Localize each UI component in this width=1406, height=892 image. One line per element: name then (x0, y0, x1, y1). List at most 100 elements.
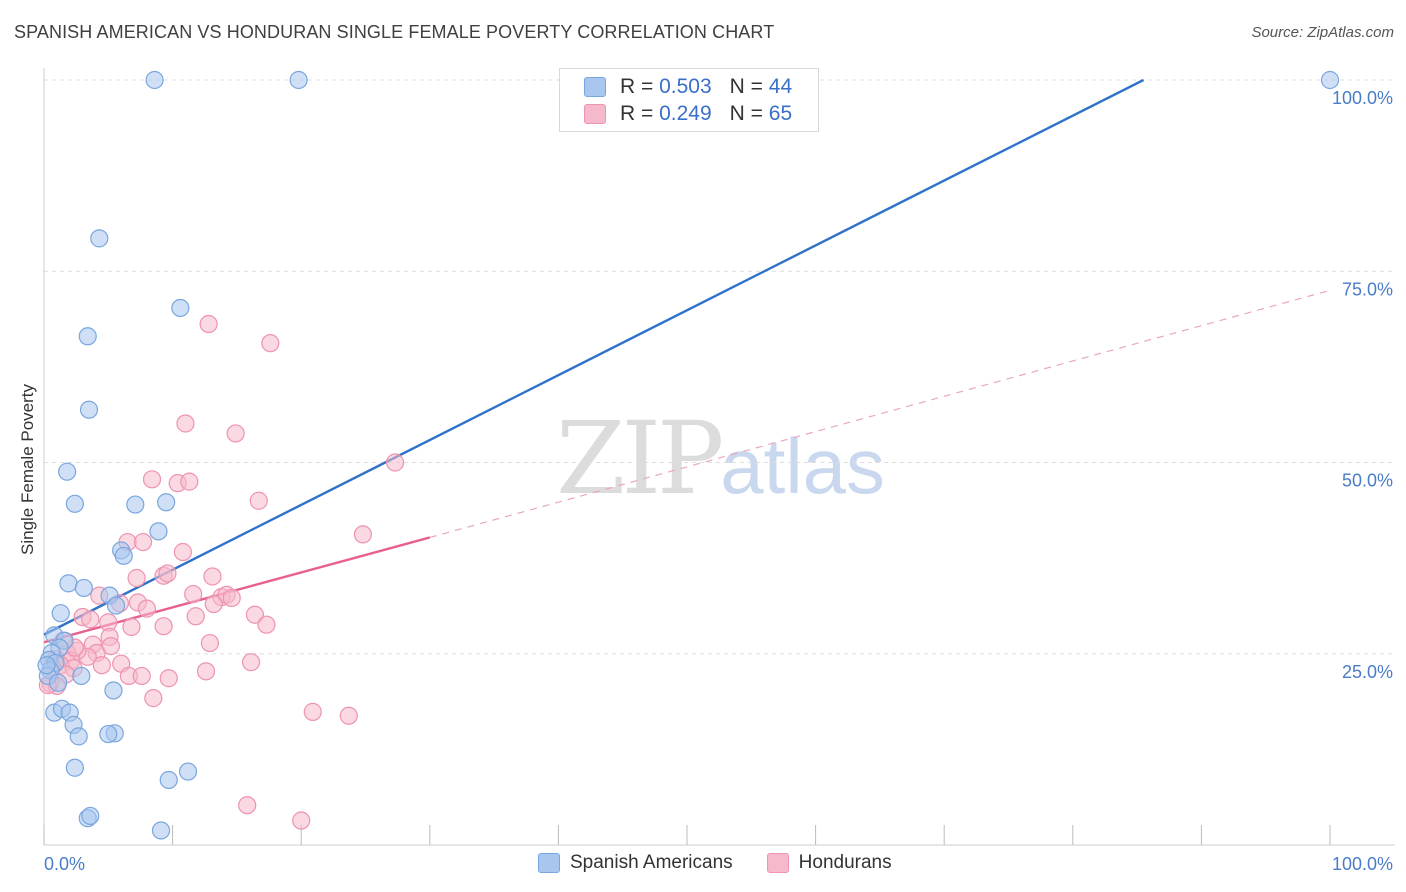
data-point-spanish-americans (65, 758, 84, 777)
legend-item-spanish-americans[interactable]: Spanish Americans (538, 852, 733, 874)
data-point-spanish-americans (58, 462, 77, 481)
data-point-hondurans (81, 610, 100, 629)
data-point-spanish-americans (51, 604, 70, 623)
data-point-hondurans (261, 334, 280, 353)
data-point-hondurans (303, 702, 322, 721)
r-value: 0.249 (659, 102, 712, 125)
legend-label: Hondurans (798, 852, 892, 873)
tick-labels: 25.0% 50.0% 75.0% 100.0% 0.0% 100.0% (44, 88, 1393, 874)
data-point-hondurans (249, 491, 268, 510)
data-point-spanish-americans (178, 762, 198, 781)
r-value: 0.503 (659, 75, 712, 98)
r-label: R = (620, 102, 654, 125)
legend-swatch-pink (766, 853, 789, 873)
data-point-hondurans (241, 653, 261, 672)
data-point-spanish-americans (49, 673, 68, 692)
data-point-hondurans (142, 470, 162, 489)
data-point-spanish-americans (151, 821, 171, 840)
data-point-hondurans (92, 656, 111, 675)
data-points (37, 70, 1340, 840)
data-point-hondurans (137, 599, 156, 618)
series-legend: Spanish Americans Hondurans (538, 852, 926, 874)
chart-title: SPANISH AMERICAN VS HONDURAN SINGLE FEMA… (14, 22, 775, 42)
data-point-spanish-americans (81, 806, 100, 826)
data-point-hondurans (122, 617, 141, 637)
x-tick-label: 0.0% (44, 854, 85, 874)
data-point-spanish-americans (289, 70, 308, 90)
y-tick-label: 100.0% (1332, 88, 1393, 108)
n-label: N = (729, 102, 763, 125)
data-point-spanish-americans (59, 574, 78, 593)
data-point-hondurans (173, 542, 192, 562)
stats-legend-row-spanish-americans: R = 0.503 N = 44 (584, 74, 792, 100)
data-point-hondurans (257, 615, 276, 634)
y-tick-label: 50.0% (1342, 471, 1393, 491)
data-point-hondurans (245, 605, 265, 624)
trend-line-extension-hondurans (429, 289, 1331, 539)
data-point-hondurans (226, 424, 245, 443)
trend-lines (43, 78, 1331, 644)
n-value: 44 (768, 75, 793, 98)
data-point-spanish-americans (78, 327, 97, 346)
chart-source: Source: ZipAtlas.com (1251, 24, 1394, 41)
trend-line-spanish-americans (43, 78, 1145, 636)
data-point-spanish-americans (157, 493, 176, 512)
data-point-hondurans (200, 633, 219, 653)
y-tick-label: 25.0% (1342, 662, 1393, 682)
legend-swatch-blue (584, 77, 606, 97)
data-point-spanish-americans (171, 298, 190, 318)
data-point-hondurans (144, 689, 163, 708)
data-point-hondurans (199, 314, 218, 334)
r-label: R = (620, 75, 654, 98)
data-point-spanish-americans (104, 681, 123, 700)
legend-label: Spanish Americans (570, 852, 733, 873)
stats-legend: R = 0.503 N = 44 R = 0.249 N = 65 (559, 68, 819, 132)
data-point-spanish-americans (114, 546, 133, 565)
data-point-spanish-americans (149, 522, 168, 541)
data-point-spanish-americans (79, 400, 99, 419)
data-point-spanish-americans (126, 495, 145, 514)
n-value: 65 (768, 102, 793, 125)
n-label: N = (729, 75, 763, 98)
data-point-hondurans (353, 525, 373, 544)
data-point-hondurans (132, 666, 151, 686)
data-point-spanish-americans (99, 724, 118, 744)
data-point-spanish-americans (37, 656, 56, 675)
data-point-hondurans (159, 669, 178, 688)
data-point-spanish-americans (145, 70, 164, 90)
data-point-hondurans (222, 588, 241, 608)
legend-swatch-pink (584, 104, 606, 124)
data-point-hondurans (339, 706, 358, 725)
watermark: ZIPatlas (556, 400, 885, 517)
data-point-hondurans (101, 636, 120, 656)
data-point-spanish-americans (65, 494, 84, 513)
data-point-hondurans (158, 564, 177, 583)
data-point-hondurans (186, 607, 205, 626)
data-point-spanish-americans (1320, 70, 1340, 90)
axes (43, 68, 1395, 846)
data-point-hondurans (203, 567, 222, 586)
legend-swatch-blue (538, 853, 560, 873)
data-point-hondurans (196, 662, 216, 681)
data-point-hondurans (127, 568, 146, 588)
data-point-hondurans (176, 414, 195, 433)
data-point-spanish-americans (90, 229, 109, 248)
data-point-hondurans (180, 472, 199, 491)
data-point-hondurans (133, 532, 153, 552)
data-point-hondurans (385, 453, 405, 472)
data-point-spanish-americans (69, 727, 88, 746)
watermark-zip: ZIP (556, 400, 724, 517)
data-point-spanish-americans (74, 578, 93, 598)
stats-legend-row-hondurans: R = 0.249 N = 65 (584, 101, 792, 127)
data-point-spanish-americans (106, 596, 126, 615)
data-point-hondurans (154, 617, 173, 636)
data-point-hondurans (184, 584, 203, 604)
legend-item-hondurans[interactable]: Hondurans (766, 852, 892, 874)
data-point-spanish-americans (159, 770, 178, 790)
watermark-atlas: atlas (720, 422, 886, 510)
x-tick-label: 100.0% (1332, 854, 1393, 874)
y-tick-label: 75.0% (1342, 279, 1393, 299)
data-point-hondurans (292, 811, 311, 830)
data-point-hondurans (204, 594, 223, 614)
data-point-spanish-americans (72, 666, 91, 686)
